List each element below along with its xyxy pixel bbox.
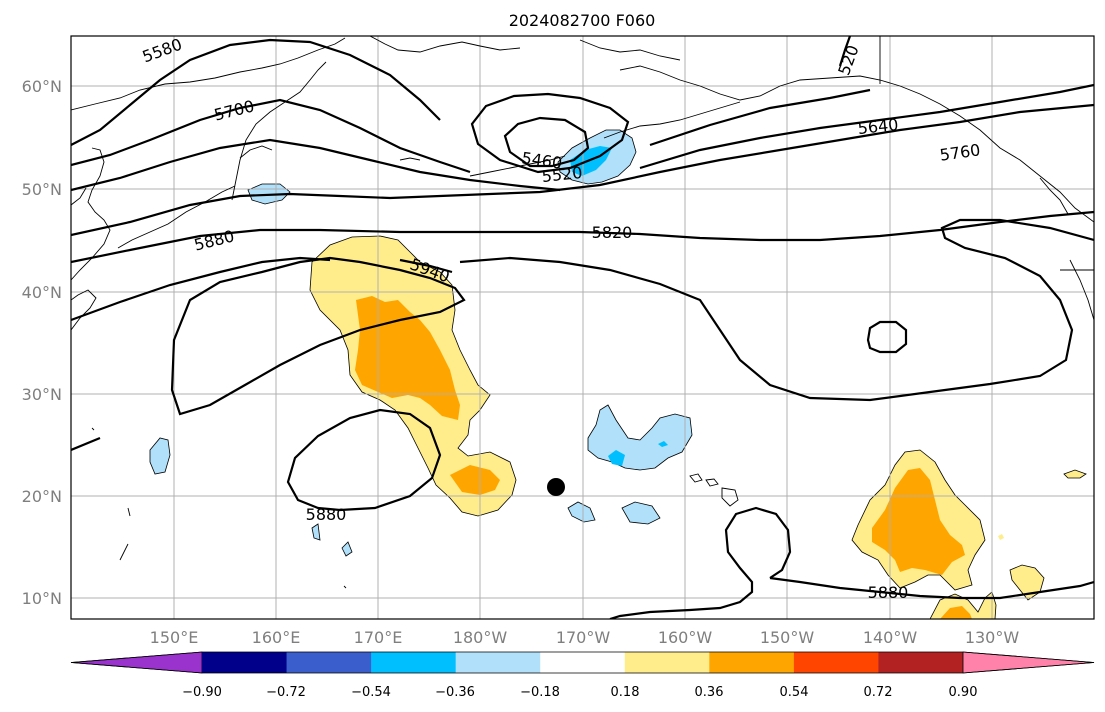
contour-label: 5880 <box>868 583 909 602</box>
lon-label: 180°W <box>453 628 508 647</box>
colorbar-segment <box>624 652 710 673</box>
colorbar-extend-min <box>70 651 203 674</box>
longitude-labels: 150°E 160°E 170°E 180°W 170°W 160°W 150°… <box>150 628 1020 647</box>
colorbar-tick-label: 0.90 <box>949 685 978 700</box>
colorbar-segment <box>286 652 372 673</box>
lon-label: 130°W <box>965 628 1020 647</box>
lon-label: 160°E <box>252 628 301 647</box>
lon-label: 160°W <box>658 628 713 647</box>
lat-label: 30°N <box>22 385 62 404</box>
colorbar-tick-label: 0.36 <box>695 685 724 700</box>
colorbar-segment <box>878 652 964 673</box>
colorbar-segment <box>793 652 879 673</box>
contour-label: 5880 <box>306 505 347 524</box>
contour-label: 5820 <box>592 223 633 242</box>
map-title: 2024082700 F060 <box>509 11 656 30</box>
colorbar-tick-label: 0.18 <box>611 685 640 700</box>
lat-label: 40°N <box>22 283 62 302</box>
height-contours <box>71 36 1094 619</box>
lat-label: 20°N <box>22 487 62 506</box>
contour-label: 5640 <box>857 115 899 138</box>
colorbar-labels: −0.90 −0.72 −0.54 −0.36 −0.18 0.18 0.36 … <box>182 685 977 700</box>
colorbar-tick-label: −0.54 <box>351 685 391 700</box>
latitude-labels: 60°N 50°N 40°N 30°N 20°N 10°N <box>22 77 62 608</box>
lat-label: 10°N <box>22 589 62 608</box>
positive-anomaly-shading <box>309 235 1087 619</box>
colorbar-tick-label: −0.36 <box>435 685 475 700</box>
contour-label: 5520 <box>541 163 583 186</box>
lon-label: 170°W <box>556 628 611 647</box>
colorbar-segment <box>202 652 288 673</box>
colorbar-tick-label: 0.54 <box>780 685 809 700</box>
colorbar-tick-label: −0.18 <box>520 685 560 700</box>
colorbar-extend-max <box>962 651 1095 674</box>
colorbar-segment <box>709 652 795 673</box>
gridlines <box>71 36 1094 619</box>
colorbar-tick-label: −0.72 <box>266 685 306 700</box>
colorbar-segment <box>540 652 626 673</box>
lon-label: 150°W <box>760 628 815 647</box>
lat-label: 50°N <box>22 180 62 199</box>
storm-position-dot <box>547 478 565 496</box>
colorbar-segment <box>455 652 541 673</box>
lon-label: 150°E <box>150 628 199 647</box>
colorbar-tick-label: 0.72 <box>864 685 893 700</box>
colorbar <box>70 651 1095 674</box>
colorbar-tick-label: −0.90 <box>182 685 222 700</box>
colorbar-segment <box>371 652 457 673</box>
map-frame <box>70 35 1095 620</box>
lon-label: 170°E <box>354 628 403 647</box>
map-area <box>71 36 1094 619</box>
colorbar-frame <box>70 651 1095 674</box>
lat-label: 60°N <box>22 77 62 96</box>
lon-label: 140°W <box>863 628 918 647</box>
